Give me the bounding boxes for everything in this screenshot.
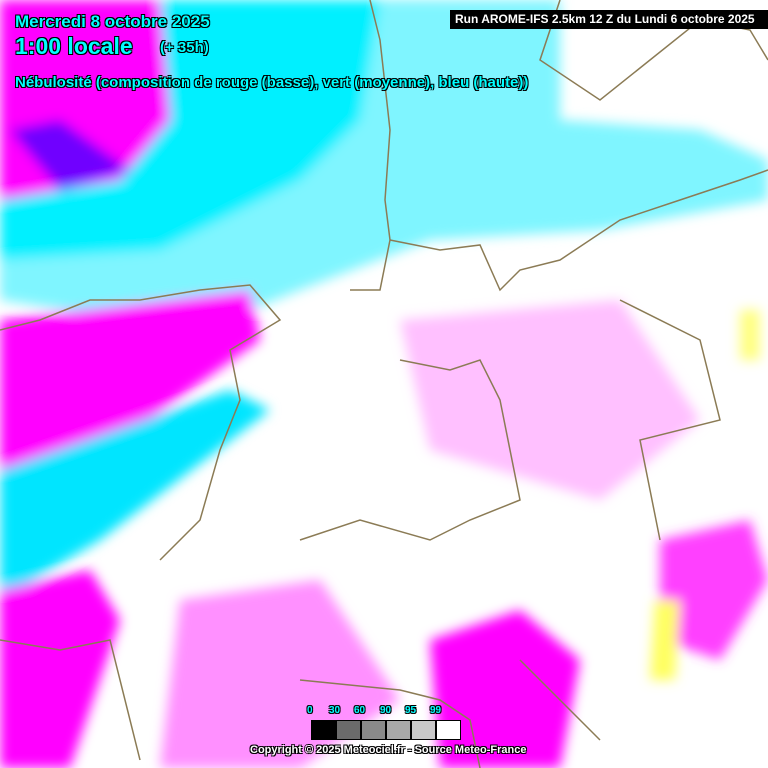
- purple-cloud: [10, 120, 130, 190]
- coastline-mediterranean: [0, 639, 601, 768]
- cyan-band-sw: [0, 390, 270, 600]
- magenta-south: [430, 610, 580, 768]
- border-central: [299, 359, 521, 541]
- legend-label: 60: [354, 705, 366, 716]
- yellow-low-cloud: [740, 310, 760, 360]
- magenta-se: [660, 520, 768, 660]
- model-run-label: Run AROME-IFS 2.5km 12 Z du Lundi 6 octo…: [450, 10, 768, 29]
- legend-swatch: [436, 720, 461, 740]
- legend-swatch: [311, 720, 336, 740]
- legend-label: 99: [430, 705, 442, 716]
- legend-label: 95: [405, 705, 417, 716]
- forecast-date: Mercredi 8 octobre 2025: [15, 12, 210, 31]
- coastline-channel: [350, 0, 391, 291]
- coastline-scandinavia: [539, 0, 768, 101]
- forecast-time: 1:00 locale: [15, 33, 133, 59]
- legend-label: 90: [380, 705, 392, 716]
- legend-swatch: [361, 720, 386, 740]
- magenta-cloud-west: [0, 290, 260, 470]
- legend-label: 0: [307, 705, 313, 716]
- copyright: Copyright © 2025 Meteociel.fr - Source M…: [250, 744, 527, 756]
- pink-central: [400, 300, 700, 500]
- magenta-sw: [0, 570, 120, 768]
- legend-swatch: [336, 720, 361, 740]
- legend-swatch: [411, 720, 436, 740]
- forecast-lead-time: (+ 35h): [160, 39, 209, 56]
- border-east: [619, 299, 721, 541]
- legend-swatch: [386, 720, 411, 740]
- yellow-low-cloud-se: [650, 600, 680, 680]
- legend-label: 30: [329, 705, 341, 716]
- coastline-baltic: [389, 169, 768, 292]
- cyan-cloud-core: [0, 0, 380, 260]
- coastline-uk: [0, 284, 282, 561]
- parameter-title: Nébulosité (composition de rouge (basse)…: [15, 74, 529, 91]
